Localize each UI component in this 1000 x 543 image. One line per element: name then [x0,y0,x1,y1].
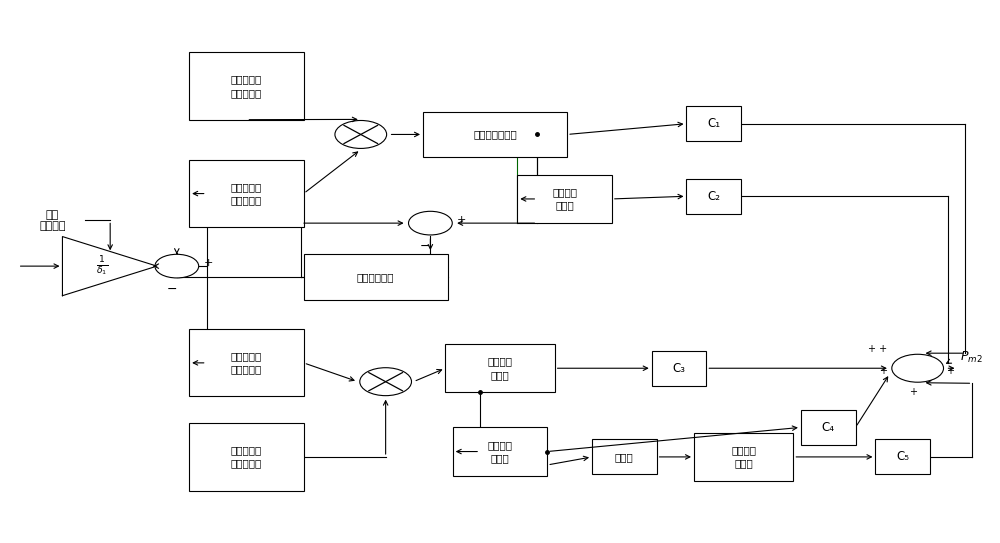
Text: C₃: C₃ [673,362,686,375]
Text: 高压调节阀
的传递函数: 高压调节阀 的传递函数 [231,182,262,205]
Circle shape [360,368,411,396]
Circle shape [409,211,452,235]
Bar [686,106,741,141]
Text: C₄: C₄ [822,421,835,434]
Bar [686,179,741,214]
Bar [189,424,304,490]
Polygon shape [62,237,157,296]
Bar [801,410,856,445]
Bar [652,351,706,386]
Text: 第二高压
加热器: 第二高压 加热器 [488,440,512,463]
Text: + +: + + [868,344,887,354]
Text: +: + [879,366,887,376]
Circle shape [155,254,199,278]
Bar [875,439,930,475]
Text: 高压主汽阀
的通过系数: 高压主汽阀 的通过系数 [231,74,262,98]
Bar [694,433,793,481]
Text: +: + [204,258,213,268]
Text: +: + [457,216,467,225]
Text: 再热容积方程: 再热容积方程 [357,272,394,282]
Text: +: + [947,366,955,376]
Bar [592,439,657,475]
Circle shape [335,121,387,148]
Text: $P_{m2}$: $P_{m2}$ [960,350,983,365]
Circle shape [892,354,944,382]
Text: −: − [167,283,177,296]
Bar [445,344,555,393]
Text: 中压调节阀
的传递函数: 中压调节阀 的传递函数 [231,351,262,375]
Text: +: + [909,387,917,396]
Bar [189,329,304,396]
Bar [453,427,547,476]
Text: −: − [420,241,431,254]
Text: $\frac{1}{\delta_1}$: $\frac{1}{\delta_1}$ [96,254,108,278]
Text: 高压缸容积方程: 高压缸容积方程 [473,129,517,140]
Text: 中压缸容
积方程: 中压缸容 积方程 [488,357,512,380]
Text: 除氧器: 除氧器 [615,452,634,462]
Text: 中压主汽阀
的通过系数: 中压主汽阀 的通过系数 [231,445,262,469]
Bar [304,254,448,300]
Text: C₅: C₅ [896,450,909,463]
Text: C₂: C₂ [707,190,720,203]
Text: 第一高压
加热器: 第一高压 加热器 [552,187,577,211]
Bar [189,160,304,227]
Text: C₁: C₁ [707,117,720,130]
Bar [189,53,304,119]
Bar [423,112,567,157]
Text: 火电
给定负荷: 火电 给定负荷 [39,210,66,231]
Text: 低压缸容
积方程: 低压缸容 积方程 [731,445,756,469]
Bar [517,175,612,223]
